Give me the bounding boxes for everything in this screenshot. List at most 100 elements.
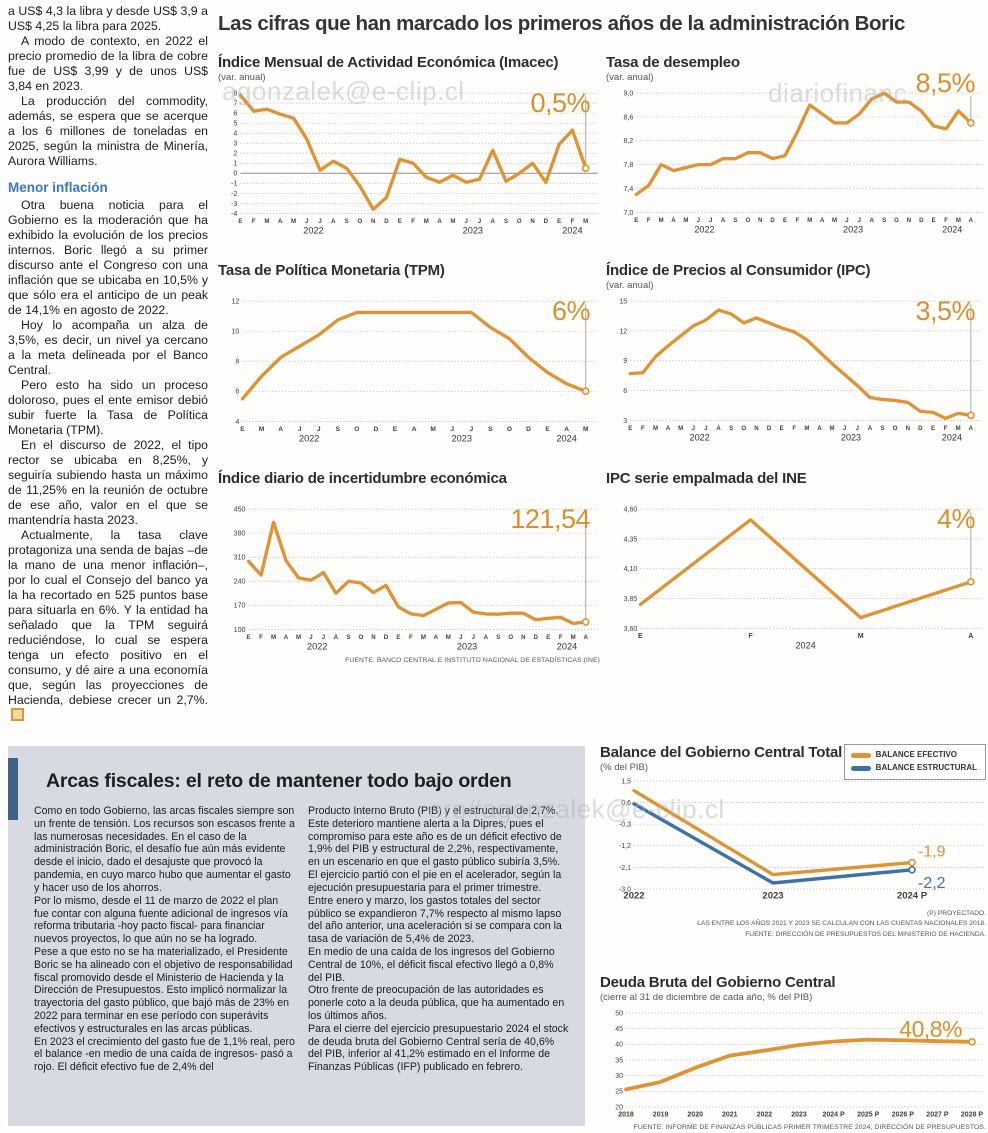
svg-text:2024: 2024 xyxy=(942,433,962,443)
svg-text:450: 450 xyxy=(234,506,246,514)
svg-text:D: D xyxy=(534,634,539,641)
chart-ipc: Índice de Precios al Consumidor (IPC) (v… xyxy=(606,262,985,447)
svg-text:E: E xyxy=(638,633,643,640)
svg-text:D: D xyxy=(767,426,772,432)
svg-text:F: F xyxy=(252,218,256,225)
svg-text:J: J xyxy=(692,426,695,432)
svg-text:N: N xyxy=(907,218,911,224)
chart-tpm-value-label: 6% xyxy=(551,296,591,326)
svg-text:4: 4 xyxy=(233,130,237,138)
svg-text:F: F xyxy=(259,634,263,641)
svg-text:M: M xyxy=(659,218,664,224)
svg-text:E: E xyxy=(546,634,550,641)
paragraph: a US$ 4,3 la libra y desde US$ 3,9 a US$… xyxy=(8,4,208,33)
svg-text:4,10: 4,10 xyxy=(624,566,638,573)
svg-text:N: N xyxy=(758,218,762,224)
svg-text:J: J xyxy=(298,426,302,433)
svg-text:M: M xyxy=(683,218,688,224)
svg-text:M: M xyxy=(956,218,961,224)
svg-text:E: E xyxy=(238,218,242,225)
paragraph: A modo de contexto, en 2022 el precio pr… xyxy=(8,34,208,93)
svg-text:2027 P: 2027 P xyxy=(926,1112,949,1119)
svg-text:A: A xyxy=(412,426,417,433)
chart-title: Tasa de Política Monetaria (TPM) xyxy=(218,262,445,279)
svg-text:M: M xyxy=(858,633,864,640)
svg-text:J: J xyxy=(459,634,462,641)
svg-text:2023: 2023 xyxy=(843,225,863,235)
svg-text:N: N xyxy=(906,426,910,432)
svg-text:D: D xyxy=(384,634,389,641)
svg-text:8,6: 8,6 xyxy=(623,114,633,121)
svg-text:2024: 2024 xyxy=(556,434,576,444)
svg-text:M: M xyxy=(271,634,276,641)
svg-text:0,6: 0,6 xyxy=(621,800,631,807)
svg-text:O: O xyxy=(741,426,746,432)
svg-text:J: J xyxy=(478,218,481,225)
svg-text:O: O xyxy=(893,426,898,432)
svg-text:F: F xyxy=(944,426,948,432)
svg-text:O: O xyxy=(359,634,364,641)
svg-text:O: O xyxy=(508,634,513,641)
svg-text:S: S xyxy=(881,426,885,432)
paragraph: La producción del commodity, además, se … xyxy=(8,94,208,168)
svg-text:S: S xyxy=(346,634,350,641)
svg-text:A: A xyxy=(484,634,489,641)
svg-text:2019: 2019 xyxy=(653,1112,669,1119)
svg-text:D: D xyxy=(919,218,924,224)
svg-text:2022: 2022 xyxy=(303,226,323,236)
svg-text:M: M xyxy=(807,218,812,224)
svg-text:-1,9: -1,9 xyxy=(918,844,946,861)
svg-text:3,60: 3,60 xyxy=(624,626,638,633)
svg-text:7: 7 xyxy=(233,100,237,108)
svg-text:J: J xyxy=(450,426,454,433)
svg-text:O: O xyxy=(894,218,899,224)
svg-text:E: E xyxy=(780,426,784,432)
chart-deuda: Deuda Bruta del Gobierno Central (cierre… xyxy=(600,974,986,1131)
chart-desempleo-value-label: 8,5% xyxy=(915,68,975,98)
svg-text:O: O xyxy=(745,218,750,224)
chart-balance: Balance del Gobierno Central Total (% de… xyxy=(600,744,986,940)
end-of-article-icon xyxy=(11,708,24,721)
svg-text:E: E xyxy=(393,426,398,433)
svg-text:S: S xyxy=(733,218,737,224)
chart-title: Tasa de desempleo xyxy=(606,54,740,71)
svg-text:A: A xyxy=(969,426,974,432)
svg-text:2022: 2022 xyxy=(623,891,644,902)
svg-text:1,5: 1,5 xyxy=(621,778,631,785)
svg-text:D: D xyxy=(526,426,531,433)
paragraph: Otra buena noticia para el Gobierno es l… xyxy=(8,198,208,317)
footnote: FUENTE: DIRECCIÓN DE PRESUPUESTOS DEL MI… xyxy=(745,930,986,938)
svg-text:S: S xyxy=(882,218,886,224)
svg-text:2023: 2023 xyxy=(791,1112,807,1119)
svg-text:8,2: 8,2 xyxy=(623,138,633,145)
paragraph-text: Actualmente, la tasa clave protagoniza u… xyxy=(8,528,208,707)
svg-text:F: F xyxy=(748,633,753,640)
chart-ipc-empalmada-value-label: 4% xyxy=(936,504,976,534)
svg-text:4,60: 4,60 xyxy=(624,507,638,514)
svg-text:12: 12 xyxy=(619,328,627,335)
svg-text:9: 9 xyxy=(623,358,627,365)
legend-item: BALANCE ESTRUCTURAL xyxy=(850,762,977,775)
svg-text:N: N xyxy=(754,426,758,432)
svg-text:2022: 2022 xyxy=(690,433,710,443)
svg-text:5: 5 xyxy=(233,120,237,128)
svg-text:F: F xyxy=(409,634,413,641)
svg-text:S: S xyxy=(729,426,733,432)
svg-text:M: M xyxy=(291,218,296,225)
svg-text:A: A xyxy=(820,218,825,224)
svg-text:4,35: 4,35 xyxy=(624,536,638,543)
legend-label: BALANCE ESTRUCTURAL xyxy=(875,762,977,772)
svg-text:12: 12 xyxy=(231,298,239,306)
article-subhead: Menor inflación xyxy=(8,180,108,195)
svg-text:2025 P: 2025 P xyxy=(857,1112,880,1119)
svg-text:O: O xyxy=(358,218,363,225)
svg-text:E: E xyxy=(557,218,561,225)
svg-text:E: E xyxy=(247,634,251,641)
svg-text:7,0: 7,0 xyxy=(623,210,633,217)
paragraph: Producto Interno Bruto (PIB) y el estruc… xyxy=(308,805,562,869)
page-title: Las cifras que han marcado los primeros … xyxy=(218,12,906,35)
svg-text:J: J xyxy=(464,218,467,225)
svg-text:M: M xyxy=(424,218,429,225)
